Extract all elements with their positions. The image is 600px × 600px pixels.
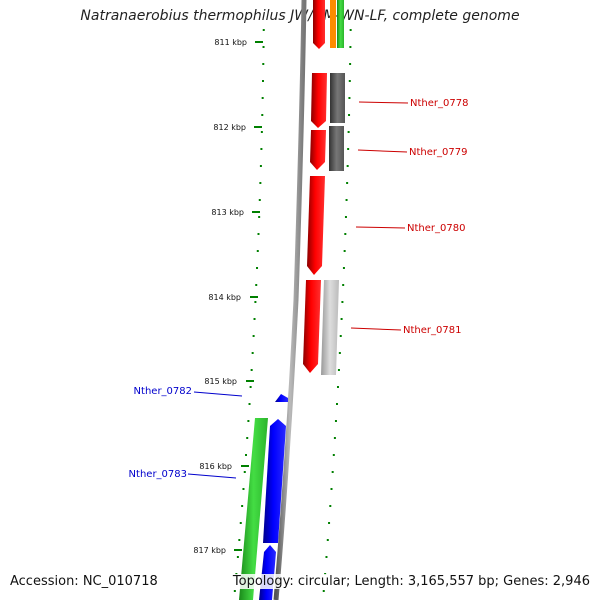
cds-arrow-nther-0783: [263, 419, 286, 543]
cds-arrow-nther-0781: [303, 280, 321, 373]
leader-line-nther-0779: [357, 149, 408, 153]
gene-label-nther-0780[interactable]: Nther_0780: [407, 223, 465, 234]
cds-arrow-nther-0779: [310, 130, 326, 170]
gene-label-nther-0781[interactable]: Nther_0781: [403, 325, 461, 336]
match-block-nther-0779: [329, 126, 344, 171]
leader-line-nther-0780: [355, 226, 406, 229]
gene-label-nther-0779[interactable]: Nther_0779: [409, 147, 467, 158]
leader-line-nther-0778: [358, 101, 409, 104]
feature-orange: [330, 0, 336, 48]
cds-arrow-partial-bottom: [259, 545, 276, 600]
kbp-ruler: 811 kbp 812 kbp 813 kbp 814 kbp 815 kbp …: [193, 38, 263, 555]
gene-label-nther-0783[interactable]: Nther_0783: [129, 469, 187, 480]
topology-label: Topology: circular; Length: 3,165,557 bp…: [230, 574, 592, 589]
kbp-label-817: 817 kbp: [193, 546, 226, 555]
gene-label-nther-0782[interactable]: Nther_0782: [134, 386, 192, 397]
kbp-label-815: 815 kbp: [204, 377, 237, 386]
genome-backbone: [273, 0, 307, 600]
top-partial-features: [313, 0, 344, 49]
kbp-label-812: 812 kbp: [213, 123, 246, 132]
cds-arrow-nther-0780: [307, 176, 325, 275]
kbp-label-811: 811 kbp: [214, 38, 247, 47]
map-title: Natranaerobius thermophilus JW/NM-WN-LF,…: [80, 8, 520, 24]
kbp-label-813: 813 kbp: [211, 208, 244, 217]
match-block-nther-0778: [330, 73, 345, 123]
cds-arrow-nther-0782: [275, 394, 288, 402]
cds-forward-partial: [313, 0, 325, 49]
gene-label-nther-0778[interactable]: Nther_0778: [410, 98, 468, 109]
inner-tick-track: [322, 29, 352, 592]
leader-line-nther-0782: [193, 391, 243, 397]
kbp-label-816: 816 kbp: [199, 462, 232, 471]
reverse-match-track: [239, 418, 268, 600]
forward-match-track: [321, 73, 345, 375]
label-leaders: [187, 101, 409, 479]
outer-tick-track: [233, 29, 265, 592]
leader-line-nther-0783: [187, 473, 237, 479]
match-block-nther-0781: [321, 280, 339, 375]
match-green-partial: [337, 0, 344, 48]
leader-line-nther-0781: [350, 327, 402, 331]
kbp-label-814: 814 kbp: [208, 293, 241, 302]
match-block-green: [239, 418, 268, 600]
cds-arrow-nther-0778: [311, 73, 327, 128]
forward-cds-track: [303, 73, 327, 373]
gene-labels: Nther_0778 Nther_0779 Nther_0780 Nther_0…: [129, 98, 469, 480]
accession-label: Accession: NC_010718: [8, 574, 160, 589]
